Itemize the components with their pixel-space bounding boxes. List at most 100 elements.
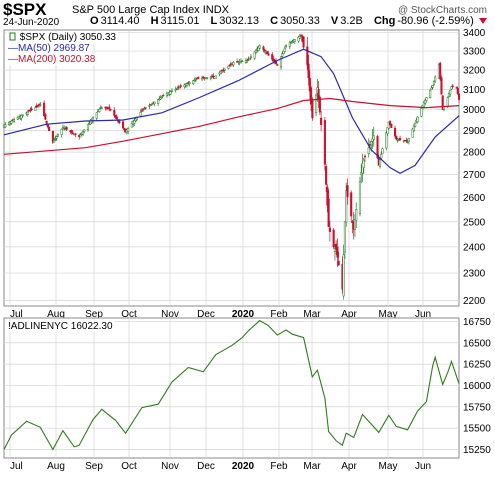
candle-body [456, 88, 459, 94]
candle-body [206, 77, 209, 79]
candle-body [30, 108, 33, 111]
x-tick-label: Nov [161, 461, 179, 472]
candle-body [54, 138, 57, 140]
candle-body [282, 50, 285, 54]
candle-body [447, 93, 451, 97]
candle-body [416, 116, 419, 123]
candle-body [372, 135, 375, 140]
adline-y-tick-label: 16750 [463, 317, 491, 328]
candle-body [223, 68, 226, 71]
candle-body [424, 99, 427, 104]
quote-line: O 3114.40 H 3115.01 L 3032.13 C 3050.33 V 3.2… [90, 15, 487, 27]
candle-body [122, 121, 125, 129]
candle-body [420, 108, 423, 117]
candle-body [430, 87, 433, 90]
x-tick-label: Sep [85, 461, 103, 472]
candle-body [390, 123, 393, 128]
candle-body [10, 120, 13, 124]
candle-body [29, 109, 32, 112]
candle-body [130, 123, 133, 128]
candle-body [253, 51, 256, 59]
ma50-legend: —MA(50) 2969.87 [6, 43, 92, 54]
candle-body [381, 148, 384, 154]
candle-body [55, 136, 58, 139]
ticker-symbol: $SPX [3, 0, 47, 19]
candle-body [56, 134, 59, 137]
candle-body [114, 115, 117, 118]
ma200-swatch: — [8, 54, 18, 65]
candle-body [328, 227, 331, 232]
adline-y-tick-label: 16000 [463, 381, 491, 392]
candle-body [395, 135, 398, 140]
candle-body [267, 53, 270, 56]
candle-body [432, 80, 435, 85]
x-tick-label: Apr [341, 461, 357, 472]
x-tick-label: Dec [197, 461, 215, 472]
x-tick-label: Sep [85, 309, 103, 320]
candle-body [361, 162, 364, 174]
candle-body [4, 124, 7, 128]
candle-body [169, 91, 172, 95]
open-value: 3114.40 [100, 15, 140, 27]
candle-body [113, 110, 116, 116]
candle-body [214, 75, 217, 79]
candle-body [302, 36, 305, 48]
candle-body [336, 246, 339, 258]
x-tick-label: Apr [341, 309, 357, 320]
candle-body [350, 192, 353, 217]
candle-body [439, 62, 442, 80]
candle-body [192, 80, 195, 84]
candle-body [440, 77, 443, 95]
candle-body [335, 243, 338, 250]
candle-body [241, 60, 244, 63]
exchange-text: INDX [202, 4, 229, 16]
candle-body [376, 136, 379, 159]
candle-body [291, 41, 294, 43]
open-label: O [90, 15, 99, 27]
x-tick-label: Nov [161, 309, 179, 320]
candle-body [185, 83, 189, 86]
candle-body [293, 39, 296, 42]
y-tick-label: 3100 [463, 85, 486, 96]
x-tick-label: Mar [303, 309, 321, 320]
candle-body [323, 120, 326, 165]
candle-body [219, 71, 222, 74]
adline-y-tick-label: 15250 [463, 445, 491, 456]
y-tick-label: 2800 [463, 148, 486, 159]
x-tick-label: Jul [10, 461, 23, 472]
x-tick-label: Jun [415, 461, 431, 472]
candle-body [159, 97, 162, 100]
low-value: 3032.13 [219, 15, 260, 27]
volume-label: V [330, 15, 339, 27]
panel-frame [3, 29, 460, 307]
candle-body [133, 119, 136, 124]
adline-y-tick-label: 15500 [463, 424, 491, 435]
candle-body [51, 130, 54, 143]
candle-body [79, 134, 82, 138]
candle-body [45, 120, 48, 124]
candle-body [178, 87, 181, 89]
price-legend: $SPX (Daily) 3050.33 [6, 32, 118, 43]
change-label: Chg [373, 15, 396, 27]
candle-body [337, 260, 340, 266]
x-tick-label: Feb [270, 309, 288, 320]
candle-body [310, 87, 313, 105]
y-tick-label: 2700 [463, 170, 486, 181]
ma200-line [3, 97, 460, 155]
candle-body [399, 137, 402, 141]
candle-body [363, 155, 367, 158]
candle-body [179, 85, 182, 87]
candle-body [200, 77, 204, 81]
candle-body [228, 64, 231, 66]
candle-body [345, 190, 348, 223]
x-tick-label: Dec [197, 309, 215, 320]
candle-body [197, 76, 200, 79]
candle-body [378, 159, 382, 167]
candle-body [362, 159, 365, 169]
candle-body [212, 75, 215, 78]
y-tick-label: 2300 [463, 269, 486, 280]
candle-body [244, 60, 247, 63]
candle-body [46, 124, 49, 128]
candle-body [342, 254, 345, 297]
candle-body [332, 229, 335, 248]
